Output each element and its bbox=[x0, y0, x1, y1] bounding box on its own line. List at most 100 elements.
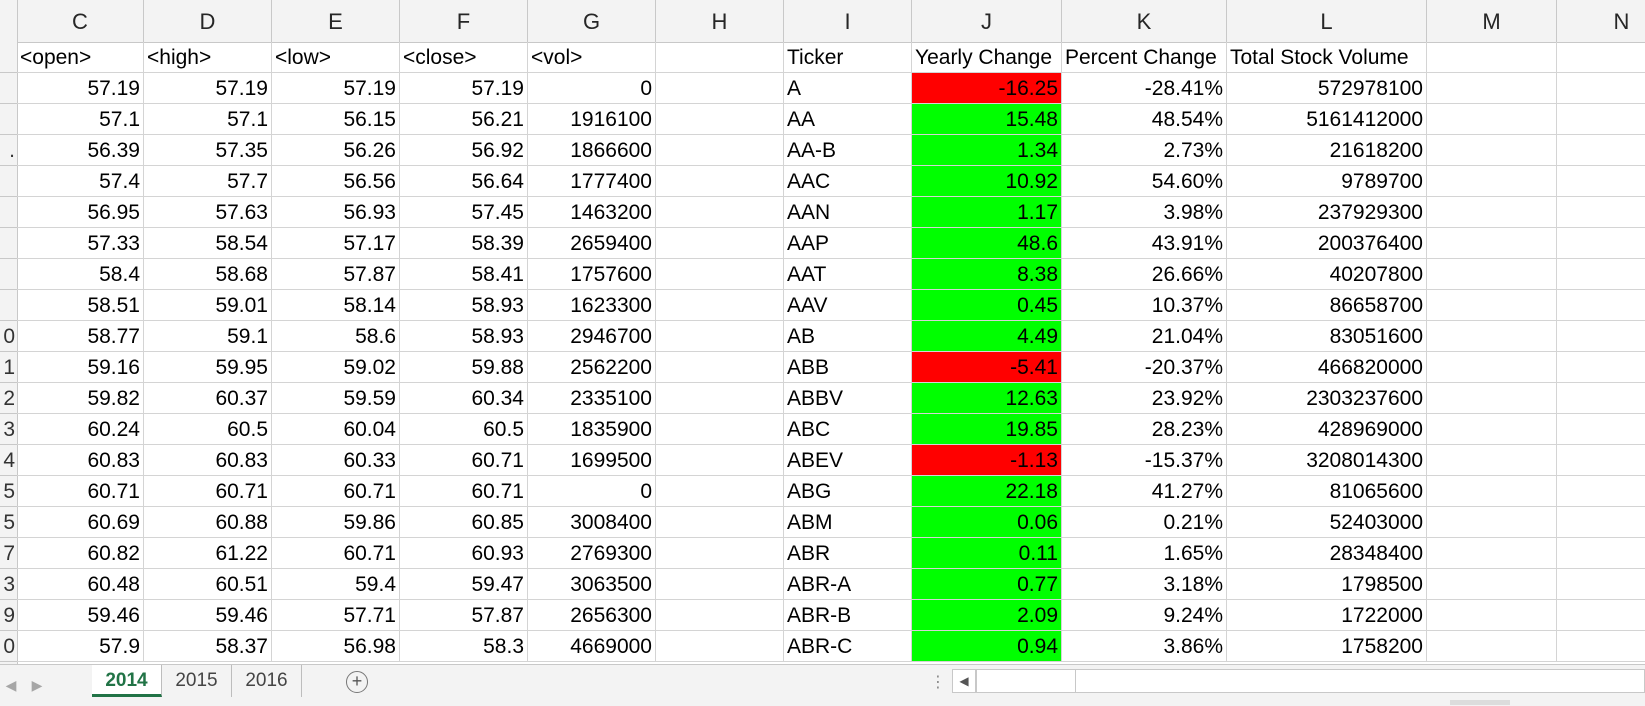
empty-cell[interactable] bbox=[1427, 414, 1557, 445]
cell-yearly-change[interactable]: 10.92 bbox=[912, 166, 1062, 197]
empty-cell[interactable] bbox=[1427, 445, 1557, 476]
empty-cell[interactable] bbox=[1557, 476, 1645, 507]
empty-cell[interactable] bbox=[1427, 321, 1557, 352]
cell-vol[interactable]: 2562200 bbox=[528, 352, 656, 383]
header-cell-ticker[interactable]: Ticker bbox=[784, 42, 912, 73]
empty-cell[interactable] bbox=[656, 259, 784, 290]
column-header-f[interactable]: F bbox=[400, 0, 528, 42]
cell-percent-change[interactable]: 41.27% bbox=[1062, 476, 1227, 507]
cell-low[interactable]: 60.04 bbox=[272, 414, 400, 445]
empty-cell[interactable] bbox=[656, 290, 784, 321]
cell-close[interactable]: 58.3 bbox=[400, 631, 528, 662]
empty-cell[interactable] bbox=[1557, 104, 1645, 135]
sheet-tab-2014[interactable]: 2014 bbox=[92, 665, 162, 697]
empty-cell[interactable] bbox=[1427, 383, 1557, 414]
cell-high[interactable]: 59.1 bbox=[144, 321, 272, 352]
header-cell-total-volume[interactable]: Total Stock Volume bbox=[1227, 42, 1427, 73]
cell-low[interactable]: 60.71 bbox=[272, 538, 400, 569]
empty-cell[interactable] bbox=[656, 228, 784, 259]
cell-close[interactable]: 60.5 bbox=[400, 414, 528, 445]
cell-high[interactable]: 60.83 bbox=[144, 445, 272, 476]
empty-cell[interactable] bbox=[1557, 507, 1645, 538]
cell-ticker[interactable]: AA-B bbox=[784, 135, 912, 166]
cell-close[interactable]: 57.45 bbox=[400, 197, 528, 228]
cell-close[interactable]: 60.34 bbox=[400, 383, 528, 414]
cell-yearly-change[interactable]: 4.49 bbox=[912, 321, 1062, 352]
cell-close[interactable]: 58.93 bbox=[400, 321, 528, 352]
cell-open[interactable]: 58.51 bbox=[17, 290, 144, 321]
cell-high[interactable]: 60.51 bbox=[144, 569, 272, 600]
sheet-nav-prev-icon[interactable]: ◀ bbox=[5, 677, 17, 693]
cell-open[interactable]: 60.48 bbox=[17, 569, 144, 600]
horizontal-scroll-track[interactable] bbox=[976, 669, 1078, 693]
cell-high[interactable]: 57.1 bbox=[144, 104, 272, 135]
cell-low[interactable]: 59.86 bbox=[272, 507, 400, 538]
cell-high[interactable]: 60.37 bbox=[144, 383, 272, 414]
cell-ticker[interactable]: ABR-C bbox=[784, 631, 912, 662]
cell-ticker[interactable]: AAV bbox=[784, 290, 912, 321]
row-number[interactable] bbox=[0, 228, 17, 259]
cell-percent-change[interactable]: 26.66% bbox=[1062, 259, 1227, 290]
cell-high[interactable]: 59.95 bbox=[144, 352, 272, 383]
cell-close[interactable]: 56.92 bbox=[400, 135, 528, 166]
empty-cell[interactable] bbox=[1427, 290, 1557, 321]
cell-high[interactable]: 58.37 bbox=[144, 631, 272, 662]
horizontal-scroll-thumb[interactable] bbox=[1450, 700, 1510, 705]
empty-cell[interactable] bbox=[656, 104, 784, 135]
row-number[interactable]: 3 bbox=[0, 414, 17, 445]
header-cell-vol[interactable]: <vol> bbox=[528, 42, 656, 73]
cell-total-volume[interactable]: 5161412000 bbox=[1227, 104, 1427, 135]
cell-yearly-change[interactable]: 0.77 bbox=[912, 569, 1062, 600]
row-number[interactable] bbox=[0, 42, 17, 73]
empty-cell[interactable] bbox=[1557, 352, 1645, 383]
cell-yearly-change[interactable]: 0.94 bbox=[912, 631, 1062, 662]
cell-vol[interactable]: 1699500 bbox=[528, 445, 656, 476]
cell-close[interactable]: 60.85 bbox=[400, 507, 528, 538]
header-cell-low[interactable]: <low> bbox=[272, 42, 400, 73]
cell-low[interactable]: 57.17 bbox=[272, 228, 400, 259]
cell-close[interactable]: 56.64 bbox=[400, 166, 528, 197]
cell-yearly-change[interactable]: 8.38 bbox=[912, 259, 1062, 290]
row-number[interactable]: 7 bbox=[0, 538, 17, 569]
cell-yearly-change[interactable]: 22.18 bbox=[912, 476, 1062, 507]
sheet-tab-2016[interactable]: 2016 bbox=[232, 665, 302, 697]
header-cell-open[interactable]: <open> bbox=[17, 42, 144, 73]
cell-vol[interactable]: 1757600 bbox=[528, 259, 656, 290]
cell-total-volume[interactable]: 428969000 bbox=[1227, 414, 1427, 445]
row-number[interactable] bbox=[0, 197, 17, 228]
cell-open[interactable]: 59.16 bbox=[17, 352, 144, 383]
cell-vol[interactable]: 0 bbox=[528, 73, 656, 104]
cell-close[interactable]: 57.87 bbox=[400, 600, 528, 631]
cell-percent-change[interactable]: 3.18% bbox=[1062, 569, 1227, 600]
cell-open[interactable]: 60.71 bbox=[17, 476, 144, 507]
empty-cell[interactable] bbox=[1427, 197, 1557, 228]
cell-high[interactable]: 57.63 bbox=[144, 197, 272, 228]
cell-yearly-change[interactable]: 2.09 bbox=[912, 600, 1062, 631]
row-number[interactable]: 2 bbox=[0, 383, 17, 414]
cell-open[interactable]: 56.95 bbox=[17, 197, 144, 228]
row-number[interactable] bbox=[0, 73, 17, 104]
empty-cell[interactable] bbox=[1557, 42, 1645, 73]
cell-total-volume[interactable]: 86658700 bbox=[1227, 290, 1427, 321]
cell-percent-change[interactable]: 48.54% bbox=[1062, 104, 1227, 135]
cell-yearly-change[interactable]: 12.63 bbox=[912, 383, 1062, 414]
cell-close[interactable]: 60.71 bbox=[400, 476, 528, 507]
empty-cell[interactable] bbox=[1427, 352, 1557, 383]
scroll-left-button[interactable]: ◀ bbox=[952, 669, 976, 693]
column-header-i[interactable]: I bbox=[784, 0, 912, 42]
cell-percent-change[interactable]: -20.37% bbox=[1062, 352, 1227, 383]
empty-cell[interactable] bbox=[1427, 507, 1557, 538]
empty-cell[interactable] bbox=[1427, 259, 1557, 290]
cell-ticker[interactable]: ABBV bbox=[784, 383, 912, 414]
empty-cell[interactable] bbox=[1557, 383, 1645, 414]
cell-total-volume[interactable]: 3208014300 bbox=[1227, 445, 1427, 476]
column-header-c[interactable]: C bbox=[17, 0, 144, 42]
cell-open[interactable]: 60.69 bbox=[17, 507, 144, 538]
cell-open[interactable]: 57.4 bbox=[17, 166, 144, 197]
cell-open[interactable]: 60.83 bbox=[17, 445, 144, 476]
empty-cell[interactable] bbox=[1557, 73, 1645, 104]
cell-yearly-change[interactable]: 0.06 bbox=[912, 507, 1062, 538]
cell-ticker[interactable]: AAT bbox=[784, 259, 912, 290]
cell-open[interactable]: 57.19 bbox=[17, 73, 144, 104]
cell-total-volume[interactable]: 40207800 bbox=[1227, 259, 1427, 290]
